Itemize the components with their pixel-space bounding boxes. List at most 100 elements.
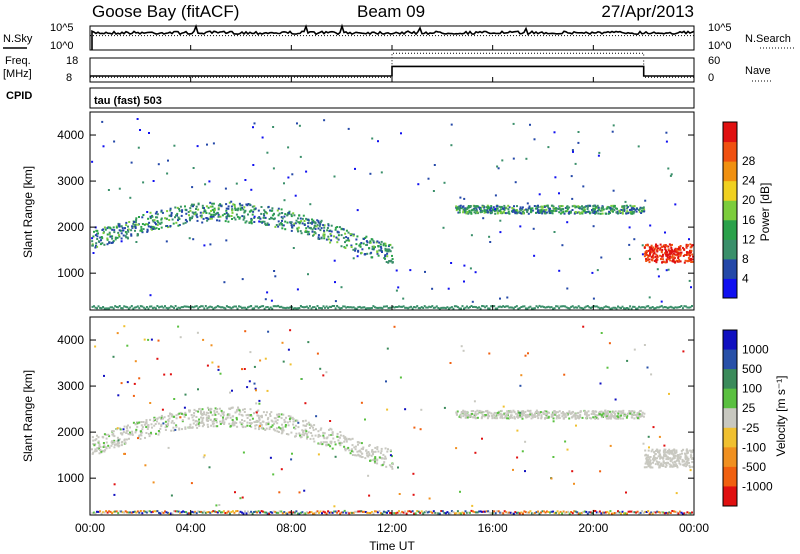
echo-cell-1433 [646,254,649,256]
echo-cell-1791 [281,512,284,515]
echo-cell-1658 [668,452,671,455]
echo-cell-1828 [336,305,339,307]
echo-cell-1276 [146,211,149,213]
power-colorbar-label: Power [dB] [758,183,772,242]
echo-cell-1756 [227,306,230,308]
echo-cell-478 [296,227,299,230]
echo-cell-771 [231,209,234,212]
echo-cell-999 [472,410,475,412]
echo-cell-367 [233,424,236,427]
echo-cell-135 [322,441,325,444]
echo-cell-840 [584,413,586,416]
echo-cell-1616 [662,460,665,463]
echo-cell-1761 [235,305,237,308]
echo-cell-1890 [431,511,434,514]
echo-cell-1777 [260,510,263,513]
echo-cell-1837 [351,511,354,514]
echo-cell-1211 [502,207,505,210]
echo-cell-148 [219,414,222,417]
echo-cell-1237 [524,354,527,357]
echo-cell-1054 [520,416,523,419]
echo-cell-328 [196,426,199,429]
echo-cell-711 [157,221,160,224]
echo-cell-1250 [289,363,292,366]
echo-cell-1934 [497,510,500,513]
echo-cell-688 [168,417,171,420]
echo-cell-1502 [645,260,648,262]
echo-cell-1089 [216,212,219,215]
echo-cell-1995 [589,511,592,514]
echo-cell-1399 [550,477,553,480]
echo-cell-1238 [253,382,256,385]
echo-cell-1886 [423,305,426,308]
echo-cell-1518 [648,457,651,460]
echo-cell-1670 [99,510,102,513]
echo-cell-925 [167,422,170,425]
echo-cell-293 [244,221,247,224]
echo-cell-1245 [612,189,615,192]
echo-cell-1512 [647,449,650,452]
echo-cell-1617 [691,449,693,452]
echo-cell-455 [466,416,469,419]
echo-cell-1836 [349,511,352,514]
echo-cell-926 [213,207,216,210]
echo-cell-1901 [447,512,450,515]
echo-cell-691 [249,408,252,411]
echo-cell-1243 [614,398,617,401]
echo-cell-944 [305,433,308,436]
echo-cell-356 [317,430,320,433]
echo-cell-1663 [682,460,685,463]
echo-cell-1335 [600,332,603,334]
echo-cell-1411 [255,411,258,414]
echo-cell-1903 [449,306,452,309]
echo-cell-398 [330,230,333,233]
echo-cell-1027 [287,415,290,417]
echo-cell-491 [254,424,257,427]
echo-cell-914 [465,414,468,417]
echo-cell-722 [607,413,610,415]
echo-cell-1289 [264,357,267,360]
echo-cell-1773 [254,510,257,513]
echo-cell-569 [512,207,515,210]
echo-cell-797 [315,225,318,228]
echo-cell-1706 [151,307,154,310]
cpid-mode: tau (fast) 503 [94,95,162,107]
echo-cell-681 [203,210,206,213]
echo-cell-747 [271,424,274,427]
echo-cell-1694 [135,511,138,514]
echo-cell-1066 [467,413,470,416]
echo-cell-1261 [364,418,366,421]
echo-cell-1093 [372,451,375,453]
echo-cell-1126 [217,213,220,216]
echo-cell-1879 [413,306,416,308]
x-tick-label-6: 00:00 [679,521,709,535]
echo-cell-2061 [689,512,692,515]
echo-cell-177 [313,225,316,228]
echo-cell-1125 [216,408,219,410]
echo-cell-158 [501,417,504,420]
echo-cell-1301 [516,456,519,459]
echo-cell-1176 [615,417,618,420]
echo-cell-1068 [167,424,169,427]
echo-cell-881 [365,452,368,455]
echo-cell-1503 [687,462,689,465]
echo-cell-1683 [117,306,120,309]
echo-cell-1204 [511,416,514,419]
echo-cell-136 [619,212,622,214]
echo-cell-792 [146,230,149,233]
echo-cell-1369 [273,270,276,272]
echo-cell-681 [287,424,290,427]
echo-cell-2005 [603,306,606,309]
echo-cell-753 [177,224,180,227]
echo-cell-364 [198,418,201,421]
echo-cell-879 [585,416,587,419]
echo-cell-680 [343,440,346,443]
echo-cell-1614 [675,459,678,462]
echo-cell-1702 [145,306,148,308]
echo-cell-505 [100,236,103,238]
echo-cell-869 [607,417,609,420]
echo-cell-1254 [325,371,328,374]
echo-cell-1633 [670,451,673,454]
echo-cell-277 [219,203,222,206]
echo-cell-584 [581,416,584,419]
